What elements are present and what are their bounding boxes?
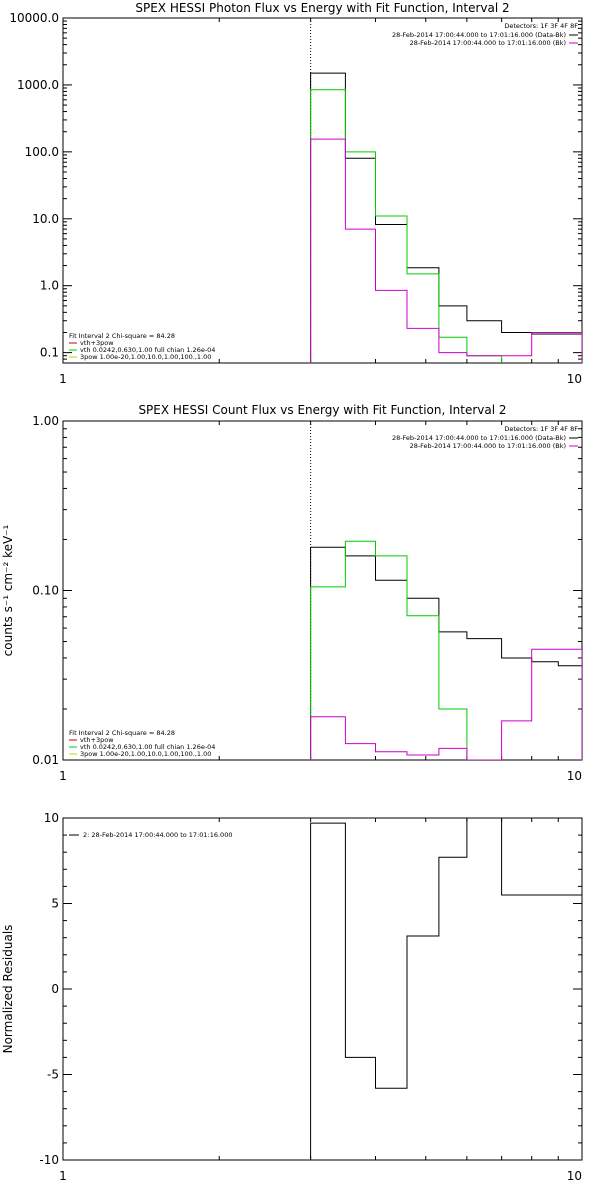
- chart-title: SPEX HESSI Count Flux vs Energy with Fit…: [138, 403, 506, 417]
- series-line-data-bk: [310, 72, 582, 363]
- x-tick-label: 10: [567, 769, 582, 783]
- legend-top-label: 28-Feb-2014 17:00:44.000 to 17:01:16.000…: [410, 39, 566, 47]
- data-series-group: [310, 540, 582, 760]
- data-series-group: [310, 72, 582, 363]
- legend-bottom-label: 3pow 1.00e-20,1.00,10.0,1.00,100.,1.00: [80, 353, 211, 361]
- chart-panel-photon: SPEX HESSI Photon Flux vs Energy with Fi…: [9, 1, 583, 386]
- y-tick-label: 0: [51, 982, 59, 996]
- y-tick-label: -5: [47, 1068, 59, 1082]
- y-tick-label: 0.1: [40, 346, 59, 360]
- detectors-label: Detectors: 1F 3F 4F 8F: [504, 425, 578, 433]
- plot-frame: [62, 420, 583, 761]
- legend-bottom-label: vth+3pow: [80, 339, 114, 347]
- fit-interval-label: Fit Interval 2 Chi-square = 84.28: [69, 332, 175, 340]
- x-tick-label: 1: [59, 372, 67, 386]
- y-axis-label: Normalized Residuals: [1, 925, 15, 1054]
- y-tick-label: 0.01: [32, 753, 59, 767]
- y-tick-label: 1000.0: [17, 78, 59, 92]
- y-tick-label: 10000.0: [9, 11, 59, 25]
- legend-left-label: 2: 28-Feb-2014 17:00:44.000 to 17:01:16.…: [83, 831, 232, 839]
- y-tick-label: 100.0: [25, 145, 59, 159]
- plot-frame: [62, 17, 583, 364]
- chart-panel-count: SPEX HESSI Count Flux vs Energy with Fit…: [1, 403, 583, 783]
- legend-top-label: 28-Feb-2014 17:00:44.000 to 17:01:16.000…: [392, 434, 566, 442]
- series-line-fit: [310, 540, 502, 760]
- y-tick-label: 10: [44, 811, 59, 825]
- y-tick-label: 10.0: [32, 212, 59, 226]
- legend-top-label: 28-Feb-2014 17:00:44.000 to 17:01:16.000…: [392, 31, 566, 39]
- series-line-residuals: [310, 818, 582, 1160]
- y-tick-label: 0.10: [32, 584, 59, 598]
- legend-top-label: 28-Feb-2014 17:00:44.000 to 17:01:16.000…: [410, 442, 566, 450]
- detectors-label: Detectors: 1F 3F 4F 8F: [504, 22, 578, 30]
- legend-bottom-label: vth 0.0242,0.630,1.00 full chian 1.26e-0…: [80, 743, 215, 751]
- y-tick-label: 5: [51, 897, 59, 911]
- x-tick-label: 10: [567, 1169, 582, 1183]
- legend-bottom-label: 3pow 1.00e-20,1.00,10.0,1.00,100.,1.00: [80, 750, 211, 758]
- x-tick-label: 1: [59, 769, 67, 783]
- legend-bottom-label: vth 0.0242,0.630,1.00 full chian 1.26e-0…: [80, 346, 215, 354]
- series-line-fit: [310, 89, 503, 363]
- chart-panel-resid: -10 -5 0 5 10 1 10 Normalized Residuals 2: 28-Fe…: [1, 811, 583, 1183]
- y-tick-label: -10: [39, 1153, 59, 1167]
- series-line-bk: [310, 138, 582, 363]
- series-line-data-bk: [310, 546, 582, 760]
- series-line-bk: [310, 648, 582, 760]
- data-series-group: [310, 818, 582, 1160]
- y-axis-label: counts s⁻¹ cm⁻² keV⁻¹: [1, 524, 15, 656]
- y-tick-label: 1.00: [32, 414, 59, 428]
- x-tick-label: 10: [567, 372, 582, 386]
- chart-title: SPEX HESSI Photon Flux vs Energy with Fi…: [135, 1, 509, 15]
- legend-bottom-label: vth+3pow: [80, 736, 114, 744]
- fit-interval-label: Fit Interval 2 Chi-square = 84.28: [69, 729, 175, 737]
- x-tick-label: 1: [59, 1169, 67, 1183]
- y-tick-label: 1.0: [40, 279, 59, 293]
- plot-frame: [62, 817, 583, 1161]
